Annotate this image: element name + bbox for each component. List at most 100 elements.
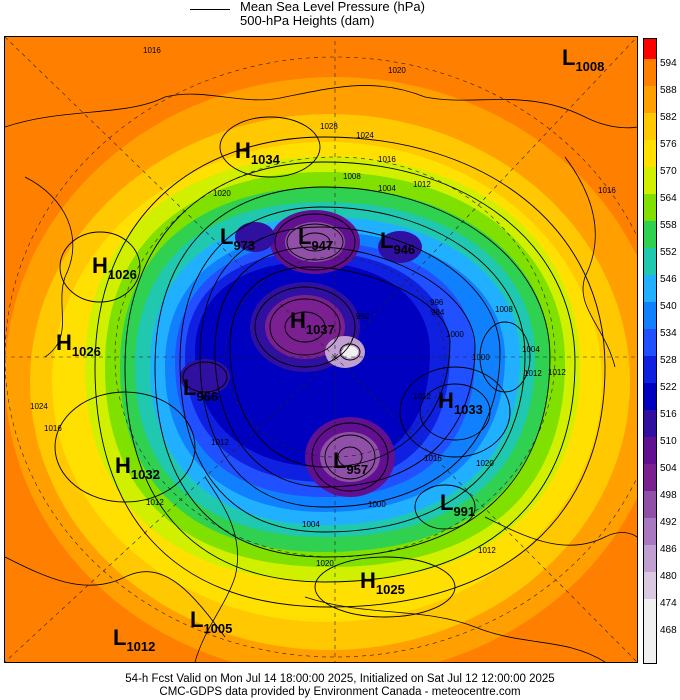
low-core-central-inner [265,295,345,359]
isobar-label: 992 [356,312,370,321]
color-scale-label: 576 [660,139,677,150]
isobar-label: 1024 [356,131,374,140]
isobar-label: 1016 [44,424,62,433]
isobar-label: 1012 [413,180,431,189]
isobar-label: 1012 [211,438,229,447]
color-scale-label: 534 [660,328,677,339]
isobar-label: 984 [431,308,445,317]
weather-map [4,36,638,663]
isobar-label: 1028 [320,122,338,131]
color-scale-segment [644,140,656,167]
color-scale-label: 480 [660,571,677,582]
isobar-label: 1012 [478,546,496,555]
color-scale-segment [644,86,656,113]
isobar-label: 1000 [472,353,490,362]
color-scale-label: 510 [660,436,677,447]
color-scale-segment [644,39,656,59]
isobar-label: 1016 [424,454,442,463]
color-scale-segment [644,491,656,518]
color-scale-label: 486 [660,544,677,555]
isobar-label: 1020 [388,66,406,75]
color-scale-bar [643,38,657,664]
color-scale-label: 552 [660,247,677,258]
color-scale-label: 558 [660,220,677,231]
pressure-system: H1033 [438,388,483,417]
pressure-system: H1034 [235,138,280,167]
isobar-label: 1008 [343,172,361,181]
pressure-system: L1008 [562,45,605,74]
legend-line-swatch [190,9,230,10]
color-scale-segment [644,599,656,663]
color-scale-label: 564 [660,193,677,204]
color-scale-label: 492 [660,517,677,528]
mslp-legend-label: Mean Sea Level Pressure (hPa) [240,0,425,14]
coastlines [5,85,637,662]
pressure-system: L946 [380,228,416,257]
isobar-label: 1024 [30,402,48,411]
pressure-system: L991 [440,490,476,519]
pressure-system: L957 [333,448,369,477]
isobar-label: 1020 [476,459,494,468]
color-scale-segment [644,302,656,329]
color-scale-label: 546 [660,274,677,285]
isobar-label: 1012 [146,498,164,507]
isobar-label: 1004 [378,184,396,193]
forecast-valid-caption: 54-h Fcst Valid on Mon Jul 14 18:00:00 2… [125,673,555,685]
color-scale-segment [644,275,656,302]
pressure-system: H1032 [115,453,160,482]
color-scale-segment [644,464,656,491]
color-scale-label: 540 [660,301,677,312]
color-scale-label: 528 [660,355,677,366]
pressure-system: H1025 [360,568,405,597]
isobar-label: 1016 [378,155,396,164]
color-scale-label: 474 [660,598,677,609]
color-scale-label: 522 [660,382,677,393]
isobar-label: 1012 [524,369,542,378]
color-scale-segment [644,572,656,599]
color-scale-segment [644,194,656,221]
isobar-label: 1016 [143,46,161,55]
isobar-label: 1012 [413,392,431,401]
low-core-973 [235,222,275,252]
color-scale-label: 516 [660,409,677,420]
color-scale-label: 468 [660,625,677,636]
color-scale-segment [644,329,656,356]
isobars [54,116,606,618]
color-scale-segment [644,437,656,464]
color-scale-segment [644,410,656,437]
color-scale-label: 570 [660,166,677,177]
low-core-central-center [342,346,358,358]
color-scale-segment [644,59,656,86]
legend-header: Mean Sea Level Pressure (hPa) 500-hPa He… [0,0,680,36]
color-scale-segment [644,248,656,275]
isobar-label: 1020 [316,559,334,568]
isobar-label: 1012 [548,368,566,377]
isobar-label: 1004 [302,520,320,529]
isobar-label: 1008 [495,305,513,314]
pressure-system: L973 [220,224,256,253]
color-scale-segment [644,356,656,383]
color-scale-segment [644,518,656,545]
pressure-system: H1026 [92,253,137,282]
low-core-946 [378,231,422,263]
color-scale-segment [644,545,656,572]
pressure-system: L1005 [190,607,233,636]
pressure-system: L1012 [113,625,156,654]
color-scale-segment [644,221,656,248]
isobar-label: 1016 [598,186,616,195]
isobar-label: 996 [430,298,444,307]
pressure-system: L947 [298,224,334,253]
low-core-947-inner [285,222,345,262]
isobar-label: 1020 [213,189,231,198]
data-credit-caption: CMC-GDPS data provided by Environment Ca… [159,686,521,698]
pressure-system: H1037 [290,308,335,337]
heights-legend-label: 500-hPa Heights (dam) [240,13,375,28]
color-scale-segment [644,167,656,194]
color-scale-label: 498 [660,490,677,501]
color-scale-label: 588 [660,85,677,96]
color-scale-label: 594 [660,58,677,69]
pressure-system: L966 [183,375,219,404]
isobar-label: 1004 [522,345,540,354]
color-scale-label: 582 [660,112,677,123]
color-scale-label: 504 [660,463,677,474]
